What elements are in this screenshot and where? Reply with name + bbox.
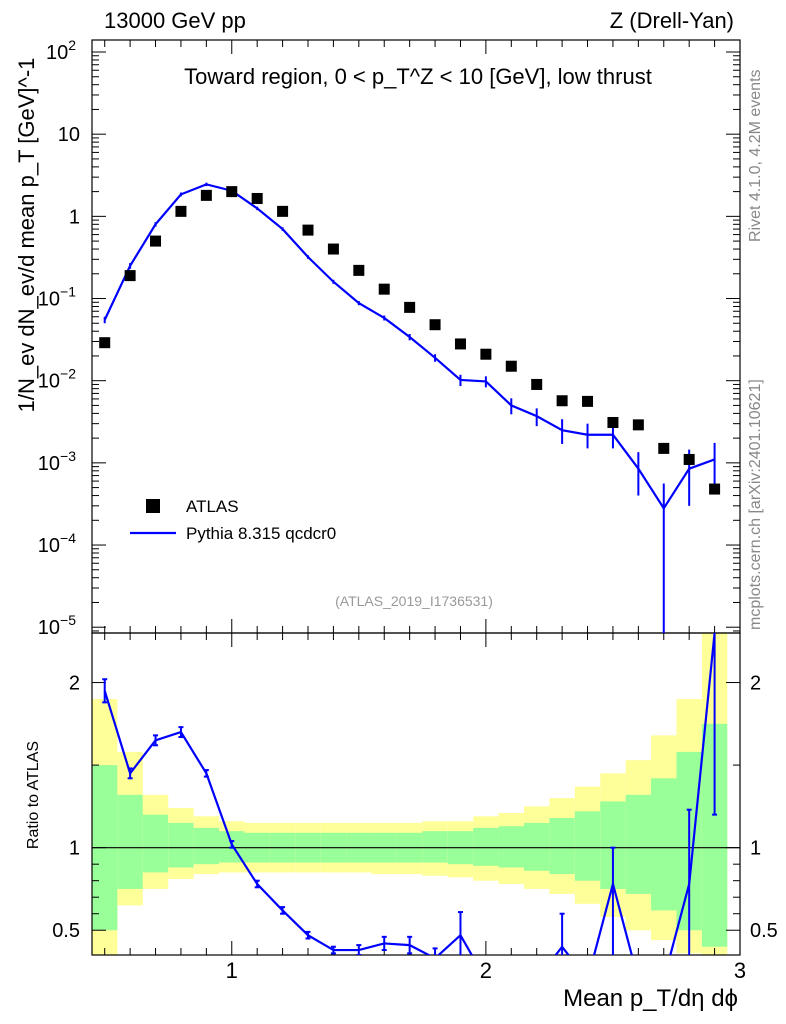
atlas-data-point: [404, 301, 416, 313]
atlas-data-point: [99, 337, 111, 349]
atlas-data-point: [658, 442, 670, 454]
atlas-data-point: [607, 416, 619, 428]
x-tick-label: 3: [734, 958, 746, 983]
atlas-data-point: [709, 483, 721, 495]
atlas-data-point: [226, 186, 238, 198]
atlas-data-point: [505, 360, 517, 372]
ratio-marks: [102, 633, 718, 955]
green-band-bin: [473, 827, 499, 866]
atlas-data-point: [454, 338, 466, 350]
y-tick-label: 102: [46, 37, 76, 64]
ratio-tick-label-right: 0.5: [750, 920, 778, 942]
atlas-data-point: [150, 235, 162, 247]
legend-pythia-label: Pythia 8.315 qcdcr0: [186, 524, 336, 543]
green-band-bin: [142, 814, 169, 873]
legend-atlas-label: ATLAS: [186, 497, 239, 516]
ratio-tick-label-right: 2: [750, 673, 761, 695]
atlas-data-point: [480, 348, 492, 360]
x-axis-label: Mean p_T/dη dϕ: [563, 985, 738, 1012]
green-band-bin: [422, 831, 448, 863]
header-right: Z (Drell-Yan): [610, 8, 734, 33]
analysis-id: (ATLAS_2019_I1736531): [335, 593, 493, 609]
green-band-bin: [498, 826, 524, 868]
chart-title: Toward region, 0 < p_T^Z < 10 [GeV], low…: [184, 64, 652, 89]
green-band-bin: [524, 822, 550, 871]
legend: ATLAS Pythia 8.315 qcdcr0: [130, 497, 336, 543]
atlas-data-point: [582, 395, 594, 407]
rivet-label: Rivet 4.1.0, 4.2M events: [747, 69, 764, 242]
green-band-bin: [193, 827, 220, 865]
y-tick-label: 1: [69, 206, 80, 228]
y-tick-label: 10: [58, 124, 80, 146]
ratio-tick-label: 0.5: [52, 920, 80, 942]
pythia-series-line: [103, 183, 715, 511]
mcplots-label: mcplots.cern.ch [arXiv:2401.10621]: [747, 379, 764, 630]
x-tick-label: 2: [480, 958, 492, 983]
green-band-bin: [625, 794, 652, 894]
y-tick-label: 10−1: [38, 284, 76, 311]
legend-atlas-marker: [146, 499, 160, 513]
atlas-data-point: [531, 378, 543, 390]
green-band-bin: [117, 794, 143, 889]
header-left: 13000 GeV pp: [104, 8, 246, 33]
green-band-bin: [651, 778, 677, 911]
green-band-bin: [549, 817, 575, 875]
x-tick-label: 1: [226, 958, 238, 983]
atlas-data-point: [124, 270, 136, 282]
atlas-data-point: [353, 264, 365, 276]
y-tick-label: 10−5: [38, 612, 76, 639]
atlas-data-point: [429, 319, 441, 331]
atlas-data-point: [632, 419, 644, 431]
y-axis-label: 1/N_ev dN_ev/d mean p_T [GeV]^-1: [14, 58, 39, 413]
atlas-data-point: [175, 205, 187, 217]
main-plot-frame: [91, 39, 741, 634]
atlas-data-point: [277, 205, 289, 217]
green-band-bin: [574, 811, 601, 881]
atlas-data-point: [378, 283, 390, 295]
atlas-data-point: [327, 243, 339, 255]
atlas-data-point: [200, 189, 212, 201]
chart-marks: [99, 182, 721, 955]
y-tick-label: 10−2: [38, 366, 76, 393]
atlas-data-point: [302, 224, 314, 236]
ratio-plot-frame: [91, 632, 741, 956]
y-tick-label: 10−3: [38, 448, 76, 475]
ratio-tick-label-right: 1: [750, 838, 761, 860]
ratio-y-axis-label: Ratio to ATLAS: [25, 741, 42, 849]
ratio-uncertainty-bands: [92, 633, 728, 955]
atlas-data-point: [683, 453, 695, 465]
axis-ticks: 1 2 3 102 10 1 10−1 10−2 10−3 10−4 10−5 0.5 0.5 1 1 2 2: [38, 37, 778, 983]
ratio-tick-label: 2: [69, 673, 80, 695]
y-tick-label: 10−4: [38, 530, 76, 557]
atlas-data-point: [556, 395, 568, 407]
ratio-tick-label: 1: [69, 838, 80, 860]
atlas-data-point: [251, 192, 263, 204]
green-band-bin: [168, 822, 194, 868]
